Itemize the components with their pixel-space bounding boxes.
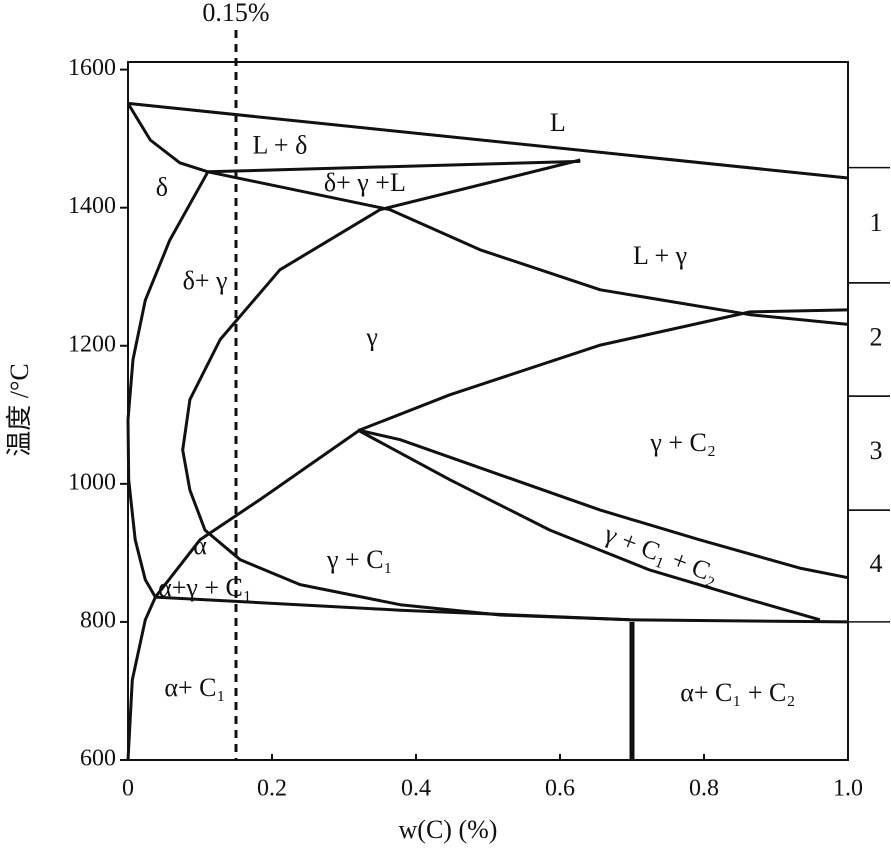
region-label: δ [156, 173, 168, 202]
y-tick-label: 800 [80, 607, 116, 633]
y-tick-label: 1600 [68, 55, 116, 81]
phase-boundary [126, 102, 209, 174]
x-tick-label: 0.2 [257, 776, 287, 802]
y-tick-label: 1000 [68, 469, 116, 495]
x-tick-label: 0.4 [401, 776, 431, 802]
phase-boundary [155, 595, 849, 624]
region-label: α+ C₁ [164, 673, 225, 702]
region-label: L + γ [633, 241, 687, 270]
x-tick-label: 0.8 [689, 776, 719, 802]
region-label: δ+ γ +L [324, 168, 406, 197]
zone-label: 2 [870, 323, 883, 352]
phase-boundary [127, 101, 849, 180]
x-axis-label: w(C) (%) [399, 815, 498, 844]
region-label: α+γ + C₁ [158, 573, 252, 602]
phase-boundary [126, 171, 210, 598]
region-label: γ + C₁ [326, 545, 393, 574]
y-tick-label: 1400 [68, 193, 116, 219]
region-label: α [193, 531, 207, 560]
phase-boundary [207, 170, 849, 326]
phase-boundary [126, 308, 849, 761]
phase-boundary [357, 428, 849, 580]
x-tick-label: 1.0 [833, 776, 863, 802]
zone-label: 3 [870, 436, 883, 465]
phase-boundary [207, 159, 581, 174]
y-tick-label: 1200 [68, 331, 116, 357]
marker-label: 0.15% [202, 0, 269, 27]
region-label: γ + C₂ [649, 428, 716, 457]
phase-boundary [356, 428, 821, 622]
y-axis-label: 温度 /°C [5, 363, 34, 456]
region-label: δ+ γ [183, 266, 228, 295]
zone-label: 4 [870, 549, 883, 578]
region-label: L + δ [252, 131, 307, 160]
region-label: α+ C₁ + C₂ [680, 678, 795, 707]
region-label: γ [365, 323, 378, 352]
x-tick-label: 0 [122, 776, 134, 802]
zone-label: 1 [870, 208, 883, 237]
y-tick-label: 600 [80, 746, 116, 772]
region-label: L [550, 108, 566, 137]
phase-boundary [181, 158, 630, 622]
x-tick-label: 0.6 [545, 776, 575, 802]
